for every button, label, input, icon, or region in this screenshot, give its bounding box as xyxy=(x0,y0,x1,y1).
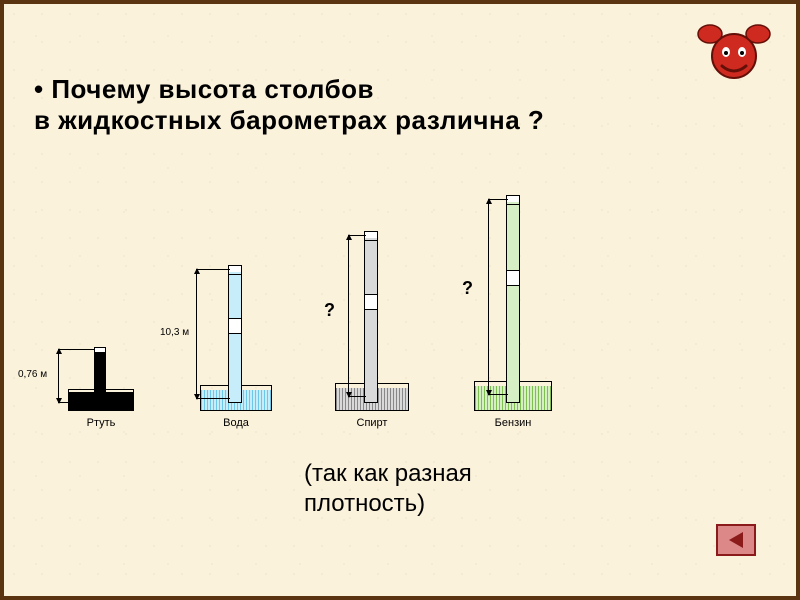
mercury-tube xyxy=(94,347,106,403)
benzin-question-mark: ? xyxy=(462,278,473,299)
question-title: Почему высота столбов в жидкостных баром… xyxy=(34,74,544,136)
back-button[interactable] xyxy=(716,524,756,556)
answer-text: (так как разная плотность) xyxy=(304,459,472,519)
mercury-dimension: 0,76 м xyxy=(54,349,94,403)
back-arrow-icon xyxy=(729,532,743,548)
water-label: Вода xyxy=(186,417,286,429)
answer-line-1: (так как разная xyxy=(304,459,472,489)
spirit-label: Спирт xyxy=(322,417,422,429)
title-line-1: Почему высота столбов xyxy=(34,74,544,105)
water-dimension: 10,3 м xyxy=(192,269,232,399)
benzin-label: Бензин xyxy=(458,417,568,429)
spirit-question-mark: ? xyxy=(324,300,335,321)
barometers-diagram: 0,76 м Ртуть 10,3 м Вода xyxy=(56,169,576,429)
smiley-icon xyxy=(694,14,774,84)
title-line-2: в жидкостных барометрах различна ? xyxy=(34,105,544,136)
answer-line-2: плотность) xyxy=(304,489,472,519)
spirit-dimension xyxy=(344,235,368,397)
mercury-height-label: 0,76 м xyxy=(18,369,47,380)
water-height-label: 10,3 м xyxy=(160,327,189,338)
benzin-dimension xyxy=(484,199,510,395)
mercury-label: Ртуть xyxy=(56,417,146,429)
